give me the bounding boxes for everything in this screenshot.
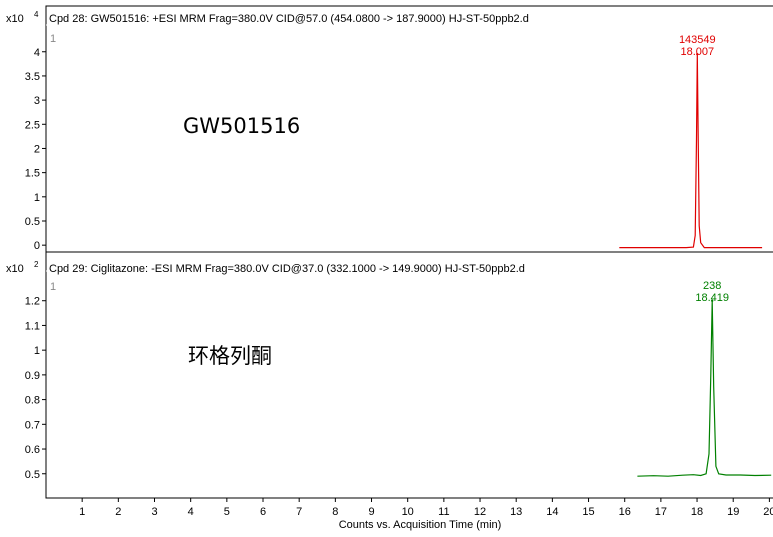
- y-tick-label: 0.7: [25, 419, 40, 431]
- trace-label: 1: [50, 281, 56, 293]
- y-tick-label: 0.6: [25, 444, 40, 456]
- x-tick-label: 1: [79, 506, 85, 518]
- series-group: [619, 52, 763, 249]
- y-tick-label: 1.1: [25, 320, 40, 332]
- compound-annotation: 环格列酮: [188, 344, 272, 368]
- y-multiplier: x10: [6, 13, 24, 25]
- x-tick-label: 2: [115, 506, 121, 518]
- x-tick-label: 6: [260, 506, 266, 518]
- x-tick-label: 8: [332, 506, 338, 518]
- x-tick-label: 13: [510, 506, 522, 518]
- x-tick-label: 5: [224, 506, 230, 518]
- y-tick-label: 0.5: [25, 469, 40, 481]
- panel-gw501516: x10 4 Cpd 28: GW501516: +ESI MRM Frag=38…: [6, 5, 773, 253]
- panel-title: Cpd 28: GW501516: +ESI MRM Frag=380.0V C…: [49, 13, 529, 25]
- x-tick-label: 4: [188, 506, 194, 518]
- y-tick-label: 2: [34, 143, 40, 155]
- y-tick-label: 0: [34, 240, 40, 252]
- y-multiplier: x10: [6, 263, 24, 275]
- peak-height-label: 143549: [679, 34, 716, 46]
- x-tick-label: 20: [763, 506, 773, 518]
- y-tick-label: 4: [34, 47, 40, 59]
- series-line: [619, 54, 763, 249]
- x-tick-label: 12: [474, 506, 486, 518]
- y-tick-label: 3: [34, 95, 40, 107]
- y-tick-label: 0.5: [25, 216, 40, 228]
- y-tick-label: 2.5: [25, 119, 40, 131]
- y-tick-label: 1.5: [25, 168, 40, 180]
- x-axis-label: Counts vs. Acquisition Time (min): [339, 519, 502, 531]
- x-tick-label: 19: [727, 506, 739, 518]
- trace-label: 1: [50, 33, 56, 45]
- x-tick-label: 7: [296, 506, 302, 518]
- y-axis-ticks: 0.5 0.6 0.7 0.8 0.9 1 1.1 1.2: [25, 296, 46, 481]
- y-tick-label: 3.5: [25, 71, 40, 83]
- x-axis: 1 2 3 4 5 6 7 8 9 10 11 12 13 14 15 16 17 18 19 20: [79, 498, 773, 518]
- y-tick-label: 1: [34, 192, 40, 204]
- x-tick-label: 11: [438, 506, 449, 518]
- x-tick-label: 10: [402, 506, 414, 518]
- panel-ciglitazone: x10 2 Cpd 29: Ciglitazone: -ESI MRM Frag…: [6, 251, 773, 499]
- x-tick-label: 14: [546, 506, 558, 518]
- x-tick-label: 3: [151, 506, 157, 518]
- y-tick-label: 0.8: [25, 395, 40, 407]
- x-tick-label: 16: [619, 506, 631, 518]
- x-tick-label: 17: [655, 506, 667, 518]
- y-multiplier-exponent: 4: [34, 10, 39, 19]
- plot-frame: [45, 5, 773, 253]
- y-tick-label: 0.9: [25, 370, 40, 382]
- compound-annotation: GW501516: [183, 114, 300, 138]
- x-tick-label: 15: [582, 506, 594, 518]
- x-tick-label: 9: [368, 506, 374, 518]
- y-tick-label: 1: [34, 345, 40, 357]
- peak-point: [710, 299, 714, 302]
- y-multiplier-exponent: 2: [34, 260, 39, 269]
- y-axis-ticks: 0 0.5 1 1.5 2 2.5 3 3.5 4: [25, 47, 46, 252]
- panel-title: Cpd 29: Ciglitazone: -ESI MRM Frag=380.0…: [49, 263, 525, 275]
- y-tick-label: 1.2: [25, 296, 40, 308]
- x-tick-label: 18: [691, 506, 703, 518]
- series-group: [637, 299, 772, 477]
- plot-frame: [45, 251, 773, 499]
- peak-point: [696, 52, 699, 56]
- peak-time-label: 18.007: [680, 46, 714, 58]
- series-line: [637, 300, 772, 477]
- peak-time-label: 18.419: [695, 292, 729, 304]
- peak-height-label: 238: [703, 280, 721, 292]
